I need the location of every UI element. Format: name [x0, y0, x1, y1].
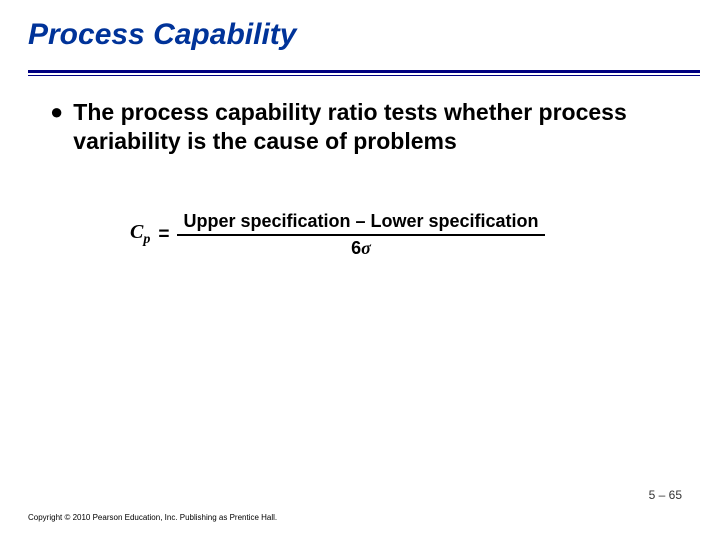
bullet-icon: ●: [50, 98, 63, 126]
formula-lhs: Cp: [130, 221, 150, 248]
slide-title: Process Capability: [28, 18, 720, 52]
slide-body: ● The process capability ratio tests whe…: [0, 76, 720, 259]
page-number: 5 – 65: [649, 488, 682, 502]
sigma-icon: σ: [361, 238, 371, 258]
title-area: Process Capability: [0, 0, 720, 58]
bullet-item: ● The process capability ratio tests whe…: [50, 98, 680, 156]
formula-fraction: Upper specification – Lower specificatio…: [177, 211, 544, 259]
formula-lhs-sub: p: [143, 232, 150, 247]
formula: Cp = Upper specification – Lower specifi…: [50, 211, 680, 259]
formula-lhs-base: C: [130, 221, 143, 243]
rule-thick: [28, 70, 700, 73]
copyright: Copyright © 2010 Pearson Education, Inc.…: [28, 513, 277, 522]
slide: Process Capability ● The process capabil…: [0, 0, 720, 540]
formula-equals: =: [158, 224, 169, 246]
denom-coeff: 6: [351, 238, 361, 258]
bullet-text: The process capability ratio tests wheth…: [73, 98, 680, 156]
formula-numerator: Upper specification – Lower specificatio…: [177, 211, 544, 234]
formula-denominator: 6σ: [351, 236, 371, 259]
